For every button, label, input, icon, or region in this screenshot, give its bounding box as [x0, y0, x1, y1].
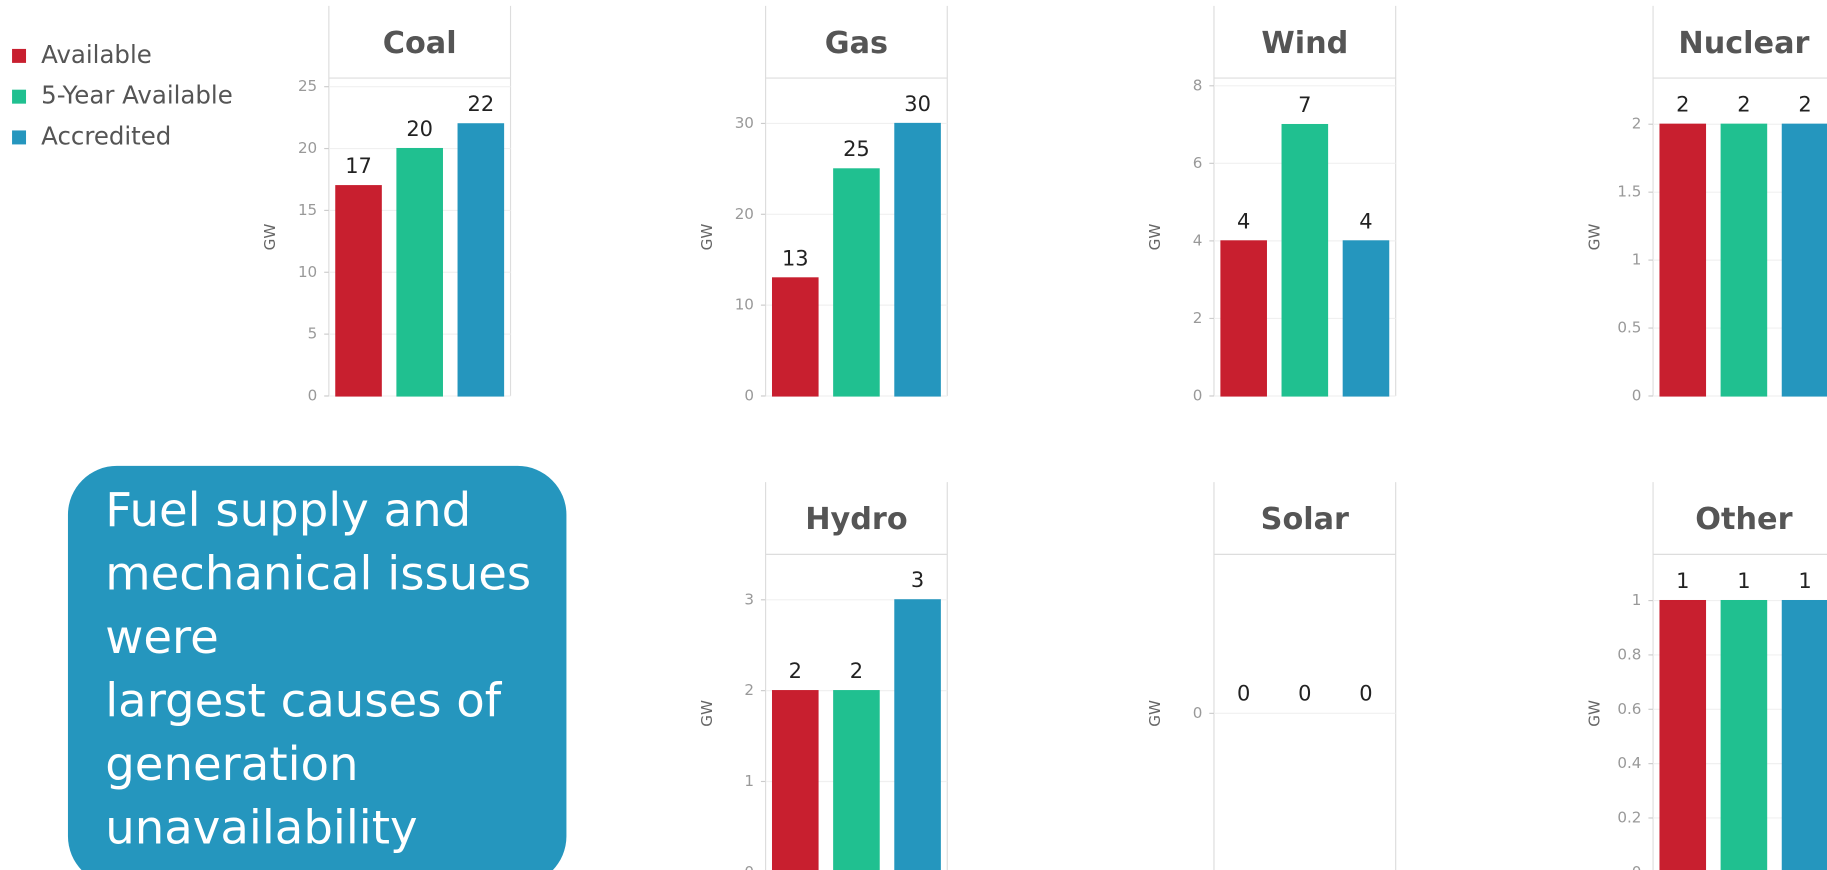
y-tick-label: 30: [735, 114, 754, 132]
y-tick-label: 2: [1193, 309, 1203, 327]
y-axis-label: GW: [1146, 700, 1164, 727]
bar: [1659, 599, 1707, 870]
y-tick-label: 4: [1193, 231, 1203, 249]
y-tick-label: 5: [308, 325, 318, 343]
data-label: 2: [1676, 93, 1689, 117]
annotation-line: generation: [105, 737, 358, 791]
data-label: 17: [345, 154, 372, 178]
data-label: 3: [911, 568, 924, 592]
bar: [833, 168, 880, 397]
y-tick-label: 0.8: [1617, 645, 1641, 663]
y-tick-label: 6: [1193, 154, 1203, 172]
y-tick-label: 1: [744, 772, 754, 790]
chart-title: Gas: [825, 26, 888, 61]
bar: [335, 185, 382, 397]
data-label: 2: [850, 659, 863, 683]
data-label: 2: [1798, 93, 1811, 117]
data-label: 1: [1737, 569, 1750, 593]
chart-title: Nuclear: [1678, 26, 1809, 61]
y-axis-label: GW: [1585, 700, 1603, 727]
data-label: 1: [1798, 569, 1811, 593]
y-tick-label: 8: [1193, 76, 1203, 94]
annotation-box: [67, 465, 567, 870]
y-tick-label: 0: [1193, 386, 1203, 404]
bar: [1781, 599, 1827, 870]
data-label: 30: [904, 92, 931, 116]
bar: [771, 277, 819, 397]
y-tick-label: 20: [735, 205, 754, 223]
legend-swatch: [12, 89, 27, 104]
y-tick-label: 2: [744, 681, 754, 699]
bar: [1781, 123, 1827, 397]
y-axis-label: GW: [698, 700, 716, 727]
y-tick-label: 0.4: [1617, 754, 1641, 772]
legend-label: 5-Year Available: [41, 81, 233, 110]
y-axis-label: GW: [261, 224, 279, 251]
chart-title: Other: [1695, 502, 1792, 537]
data-label: 25: [843, 137, 870, 161]
data-label: 1: [1676, 569, 1689, 593]
y-axis-label: GW: [698, 224, 716, 251]
y-axis-label: GW: [1585, 224, 1603, 251]
y-tick-label: 0: [744, 386, 754, 404]
bar: [833, 690, 880, 870]
bar: [1720, 123, 1768, 397]
y-tick-label: 1: [1632, 251, 1642, 269]
annotation-line: Fuel supply and: [105, 483, 471, 537]
y-tick-label: 1.5: [1617, 183, 1641, 201]
chart-title: Solar: [1261, 502, 1349, 537]
legend-label: Accredited: [41, 121, 171, 150]
bar: [894, 122, 941, 397]
bar: [457, 123, 505, 397]
legend-label: Available: [41, 40, 152, 69]
data-label: 4: [1359, 209, 1372, 233]
annotation-line: mechanical issues: [105, 547, 531, 601]
bar: [1281, 123, 1329, 397]
legend-swatch: [12, 130, 27, 145]
bar: [1659, 123, 1707, 397]
y-tick-label: 25: [298, 77, 317, 95]
bar: [894, 599, 941, 870]
bar: [771, 690, 819, 870]
bar: [1720, 599, 1768, 870]
y-tick-label: 0: [1632, 863, 1642, 870]
data-label: 7: [1298, 93, 1311, 117]
y-axis-label: GW: [1146, 224, 1164, 251]
y-tick-label: 0: [744, 863, 754, 870]
chart-title: Coal: [383, 26, 457, 61]
y-tick-label: 10: [735, 296, 754, 314]
y-tick-label: 0: [1632, 386, 1642, 404]
y-tick-label: 0: [1193, 704, 1203, 722]
chart-title: Wind: [1261, 26, 1348, 61]
y-tick-label: 3: [744, 590, 754, 608]
bar: [1342, 240, 1390, 397]
data-label: 22: [467, 92, 494, 116]
bar: [1220, 240, 1267, 397]
y-tick-label: 0.6: [1617, 700, 1641, 718]
y-tick-label: 2: [1632, 115, 1642, 133]
y-tick-label: 0: [308, 386, 318, 404]
y-tick-label: 0.5: [1617, 319, 1641, 337]
legend-swatch: [12, 48, 27, 63]
y-tick-label: 20: [298, 139, 317, 157]
data-label: 0: [1237, 682, 1250, 706]
annotation-line: unavailability: [105, 800, 417, 854]
chart-title: Hydro: [805, 502, 907, 537]
y-tick-label: 0.2: [1617, 808, 1641, 826]
y-tick-label: 1: [1632, 591, 1642, 609]
data-label: 2: [1737, 93, 1750, 117]
data-label: 4: [1237, 209, 1250, 233]
data-label: 20: [406, 117, 433, 141]
data-label: 0: [1298, 682, 1311, 706]
annotation-line: largest causes of: [105, 674, 503, 728]
data-label: 13: [782, 246, 809, 270]
y-tick-label: 15: [298, 201, 317, 219]
data-label: 2: [789, 659, 802, 683]
bar: [396, 147, 443, 397]
data-label: 0: [1359, 682, 1372, 706]
annotation-line: were: [105, 610, 219, 664]
y-tick-label: 10: [298, 263, 317, 281]
